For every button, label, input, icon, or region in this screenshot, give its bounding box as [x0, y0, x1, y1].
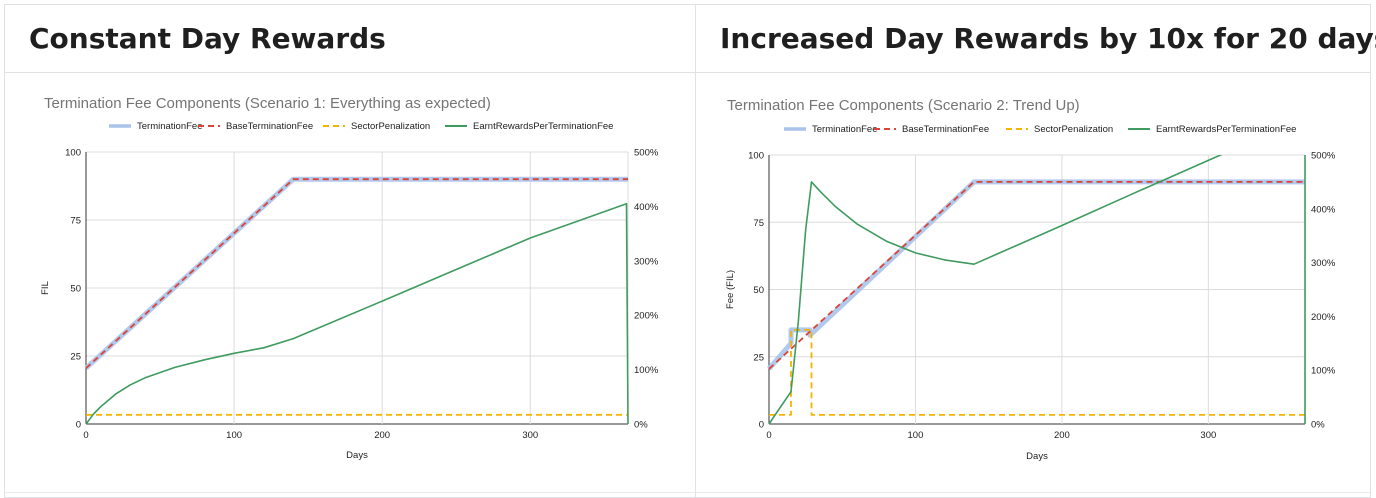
x-tick-label: 0: [83, 430, 88, 441]
y-tick-label: 0: [76, 420, 81, 431]
y2-tick-label: 100%: [634, 365, 659, 376]
legend-label-terminationfee: TerminationFee: [137, 121, 202, 132]
series-group: [767, 155, 1306, 425]
y-axis-label: FIL: [40, 281, 51, 295]
y2-tick-label: 500%: [634, 148, 659, 159]
series-group: [84, 176, 629, 425]
chart-title: Termination Fee Components (Scenario 1: …: [44, 95, 491, 112]
y-tick-label: 75: [70, 216, 81, 227]
y2-tick-label: 300%: [634, 256, 659, 267]
x-tick-label: 100: [908, 430, 924, 441]
series-line-baseterminationfee: [85, 178, 628, 369]
legend-label-sectorpenalization: SectorPenalization: [351, 121, 430, 132]
legend-label-baseterminationfee: BaseTerminationFee: [226, 121, 313, 132]
series-line-sectorpenalization: [769, 328, 1305, 416]
y2-tick-label: 400%: [1311, 204, 1336, 215]
row-divider: [5, 492, 1370, 493]
x-tick-label: 300: [522, 430, 538, 441]
header-constant-day-rewards: Constant Day Rewards: [29, 22, 386, 55]
y-axis-label: Fee (FIL): [725, 270, 736, 309]
series-line-baseterminationfee: [768, 180, 1305, 370]
x-tick-label: 100: [226, 430, 242, 441]
y-tick-label: 100: [748, 151, 764, 162]
x-axis-label: Days: [346, 450, 368, 461]
legend-label-earntrewardsperterminationfee: EarntRewardsPerTerminationFee: [1156, 124, 1296, 135]
y-tick-label: 50: [753, 285, 764, 296]
y-tick-label: 100: [65, 148, 81, 159]
x-tick-label: 300: [1200, 430, 1216, 441]
y2-tick-label: 500%: [1311, 151, 1336, 162]
comparison-table: Constant Day Rewards Increased Day Rewar…: [4, 4, 1376, 498]
y2-tick-label: 300%: [1311, 258, 1336, 269]
x-tick-label: 200: [1054, 430, 1070, 441]
y-tick-label: 0: [759, 420, 764, 431]
y2-tick-label: 100%: [1311, 366, 1336, 377]
x-axis-label: Days: [1026, 451, 1048, 462]
y-tick-label: 25: [70, 352, 81, 363]
x-tick-label: 0: [766, 430, 771, 441]
y2-tick-label: 0%: [1311, 420, 1325, 431]
series-line-earntrewardsperterminationfee: [768, 155, 1306, 425]
chart-title: Termination Fee Components (Scenario 2: …: [727, 97, 1080, 114]
y-tick-label: 75: [753, 218, 764, 229]
y-tick-label: 50: [70, 284, 81, 295]
header-increased-day-rewards: Increased Day Rewards by 10x for 20 days: [720, 22, 1376, 55]
x-tick-label: 200: [374, 430, 390, 441]
series-line-terminationfee: [767, 179, 1305, 371]
legend-label-sectorpenalization: SectorPenalization: [1034, 124, 1113, 135]
series-line-earntrewardsperterminationfee: [85, 202, 629, 425]
column-divider: [695, 5, 696, 497]
y2-tick-label: 400%: [634, 202, 659, 213]
header-divider: [5, 72, 1370, 73]
legend-label-baseterminationfee: BaseTerminationFee: [902, 124, 989, 135]
legend-label-terminationfee: TerminationFee: [812, 124, 877, 135]
y2-tick-label: 200%: [1311, 312, 1336, 323]
y2-tick-label: 0%: [634, 420, 648, 431]
y2-tick-label: 200%: [634, 311, 659, 322]
legend-label-earntrewardsperterminationfee: EarntRewardsPerTerminationFee: [473, 121, 613, 132]
y-tick-label: 25: [753, 352, 764, 363]
